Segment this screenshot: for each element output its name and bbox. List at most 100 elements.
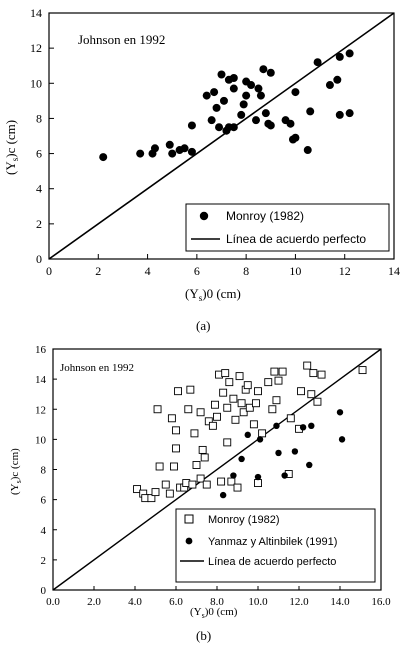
y-tick-label: 12: [30, 41, 42, 55]
x-tick-label: 4.0: [128, 596, 142, 608]
monroy-data-point: [174, 387, 183, 396]
yanmaz-data-point: [219, 491, 227, 499]
legend-label-line-b: Línea de acuerdo perfecto: [208, 556, 336, 568]
y-axis-label-a: (Ys)c (cm): [3, 120, 20, 175]
x-tick-label: 16.0: [371, 596, 391, 608]
monroy-data-point: [172, 426, 180, 435]
monroy-data-point: [217, 477, 226, 486]
monroy-data-point: [254, 479, 262, 488]
x-axis-label-b: (Ys)0 (cm): [190, 606, 238, 620]
monroy-data-point: [155, 462, 164, 471]
monroy-data-point: [187, 147, 196, 156]
monroy-points-b: [133, 361, 367, 503]
monroy-data-point: [187, 121, 196, 130]
monroy-data-point: [264, 378, 273, 387]
monroy-data-point: [237, 399, 246, 408]
monroy-data-point: [172, 444, 180, 453]
monroy-data-point: [237, 110, 246, 119]
monroy-data-point: [196, 474, 205, 483]
legend-label-monroy-a: Monroy (1982): [226, 209, 304, 223]
yanmaz-data-point: [273, 422, 280, 430]
monroy-points-a: [99, 49, 354, 162]
monroy-data-point: [210, 88, 219, 97]
monroy-data-point: [202, 91, 211, 100]
monroy-data-point: [303, 146, 312, 155]
monroy-data-point: [233, 483, 242, 492]
monroy-data-point: [190, 429, 199, 438]
monroy-data-point: [202, 480, 211, 489]
monroy-data-point: [291, 88, 300, 97]
monroy-data-point: [251, 399, 260, 408]
monroy-data-point: [169, 462, 178, 471]
monroy-data-point: [335, 110, 344, 119]
monroy-data-point: [266, 121, 275, 130]
y-tick-label: 2: [41, 555, 47, 567]
y-tick-label: 12: [35, 404, 46, 416]
monroy-data-point: [151, 488, 160, 497]
monroy-data-point: [165, 489, 174, 498]
monroy-data-point: [239, 408, 248, 417]
monroy-data-point: [204, 417, 213, 426]
monroy-data-point: [245, 403, 254, 412]
y-tick-label: 10: [35, 434, 47, 446]
yanmaz-data-point: [254, 473, 262, 481]
y-tick-label: 14: [30, 6, 42, 20]
monroy-data-point: [219, 96, 228, 105]
legend-box-a: [185, 203, 390, 252]
monroy-data-point: [272, 396, 281, 405]
legend-marker-monroy-a: [199, 211, 209, 221]
monroy-data-point: [227, 477, 236, 486]
legend-b: Monroy (1982) Yanmaz y Altinbilek (1991)…: [175, 508, 376, 583]
panel-label-b: (b): [196, 628, 211, 643]
monroy-data-point: [167, 414, 176, 423]
x-tick-label: 0.0: [46, 596, 60, 608]
monroy-data-point: [188, 480, 197, 489]
monroy-data-point: [223, 403, 232, 412]
yanmaz-data-point: [238, 455, 245, 463]
monroy-data-point: [345, 109, 354, 118]
y-tick-label: 4: [41, 525, 47, 537]
yanmaz-data-point: [336, 409, 344, 416]
monroy-data-point: [150, 144, 159, 153]
monroy-data-point: [208, 421, 217, 430]
monroy-data-point: [249, 420, 258, 429]
x-tick-label: 14: [388, 264, 400, 278]
monroy-data-point: [317, 370, 326, 379]
yanmaz-data-point: [306, 461, 313, 469]
legend-label-line-a: Línea de acuerdo perfecto: [226, 232, 366, 246]
monroy-data-point: [259, 65, 268, 74]
x-tick-label: 4: [145, 264, 151, 278]
axis-ticks-b: 0.0 2.0 4.0 6.0 8.0 10.0 12.0 14.0 16.0 0 2 4 6 8 10 12…: [35, 344, 391, 608]
monroy-data-point: [266, 68, 275, 77]
monroy-data-point: [256, 91, 265, 100]
monroy-data-point: [210, 400, 219, 409]
monroy-data-point: [229, 84, 238, 93]
monroy-data-point: [225, 378, 234, 387]
monroy-data-point: [335, 52, 344, 61]
monroy-data-point: [303, 361, 312, 370]
monroy-data-point: [309, 369, 318, 378]
monroy-data-point: [184, 405, 193, 414]
monroy-data-point: [235, 372, 244, 381]
monroy-data-point: [254, 387, 262, 396]
monroy-data-point: [212, 103, 221, 112]
monroy-data-point: [180, 144, 189, 153]
x-tick-label: 2: [95, 264, 101, 278]
monroy-data-point: [247, 81, 256, 90]
x-tick-label: 0: [46, 264, 52, 278]
y-tick-label: 8: [41, 465, 47, 477]
monroy-data-point: [200, 453, 209, 462]
x-tick-label: 6.0: [169, 596, 183, 608]
monroy-data-point: [147, 494, 156, 503]
monroy-data-point: [270, 367, 279, 376]
annotation-b: Johnson en 1992: [60, 362, 134, 374]
legend-box-b: [175, 508, 376, 583]
x-tick-label: 12: [339, 264, 351, 278]
monroy-data-point: [229, 74, 238, 83]
monroy-data-point: [207, 116, 216, 125]
yanmaz-data-point: [308, 422, 315, 430]
monroy-data-point: [261, 109, 270, 118]
yanmaz-points-b: [219, 409, 346, 499]
monroy-data-point: [213, 412, 221, 421]
